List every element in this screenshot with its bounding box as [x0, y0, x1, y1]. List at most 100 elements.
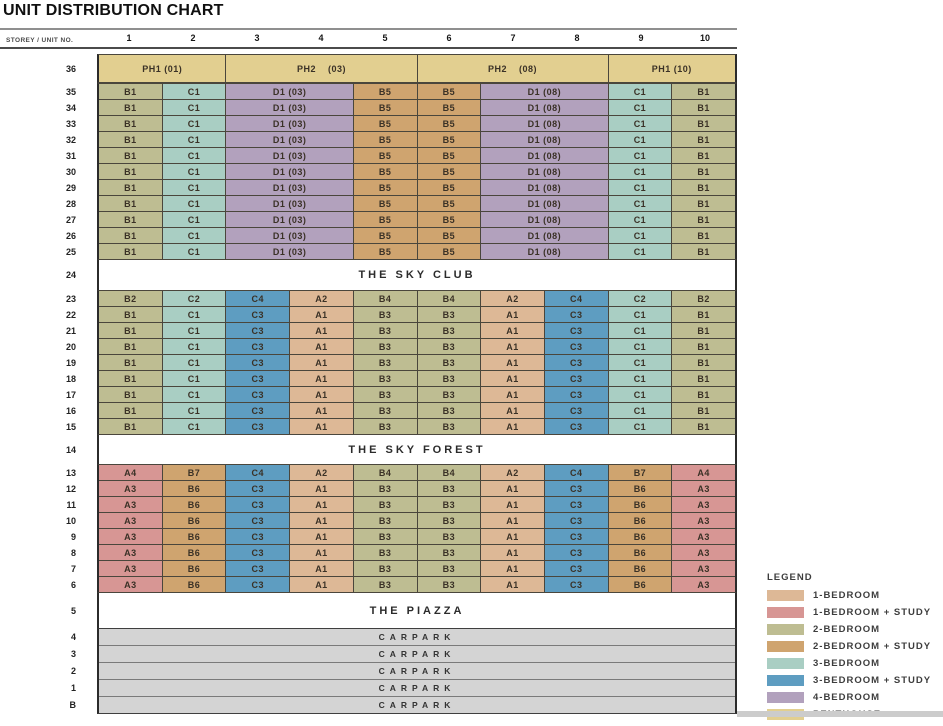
unit-cell-d1: D1 (03): [226, 244, 353, 259]
unit-cell-a3: A3: [672, 513, 735, 528]
unit-cell-b1: B1: [672, 180, 735, 195]
unit-cell-b3: B3: [417, 371, 481, 386]
unit-cell-c3: C3: [544, 339, 608, 354]
unit-cell-label: B5: [378, 134, 392, 145]
unit-cell-b1: B1: [99, 180, 162, 195]
unit-cell-b1: B1: [672, 244, 735, 259]
unit-cell-label: B1: [124, 166, 137, 177]
unit-cell-b4: B4: [417, 465, 481, 480]
unit-cell-b5: B5: [353, 164, 417, 179]
unit-cell-label: B1: [697, 230, 710, 241]
unit-cell-a1: A1: [290, 513, 353, 528]
unit-cell-label: B5: [378, 246, 392, 257]
chart-section: 14 THE SKY FOREST: [0, 435, 737, 464]
unit-cell-c1: C1: [608, 403, 672, 418]
unit-cell-b6: B6: [162, 497, 226, 512]
unit-cell-label: C1: [633, 102, 647, 113]
unit-cell-a1: A1: [481, 355, 544, 370]
unit-cell-label: C1: [633, 198, 647, 209]
unit-cell-label: B1: [124, 86, 137, 97]
storey-label: 24: [65, 270, 76, 280]
unit-cell-label: C3: [251, 325, 264, 336]
unit-cell-label: C3: [251, 309, 264, 320]
unit-cell-c1: C1: [608, 323, 672, 338]
unit-cell-label: C1: [633, 309, 647, 320]
unit-cell-label: C3: [251, 531, 264, 542]
unit-cell-b1: B1: [99, 371, 162, 386]
unit-cell-label: B5: [442, 198, 456, 209]
unit-cell-d1: D1 (08): [481, 116, 608, 131]
unit-cell-b1: B1: [99, 307, 162, 322]
unit-cell-b1: B1: [672, 323, 735, 338]
unit-cell-label: D1 (03): [272, 134, 307, 145]
unit-cell-label: D1 (08): [527, 214, 562, 225]
unit-cell-label: A1: [315, 547, 328, 558]
storey-column: 4 3 2 1 B: [0, 628, 97, 714]
storey-label: 21: [65, 325, 76, 336]
unit-cell-label: A3: [697, 499, 710, 510]
unit-cell-c3: C3: [226, 355, 290, 370]
unit-cell-label: C1: [633, 230, 647, 241]
unit-cell-label: B1: [124, 246, 137, 257]
storey-label: 20: [65, 341, 76, 352]
unit-cell-label: A3: [697, 547, 710, 558]
unit-cell-b6: B6: [162, 577, 226, 592]
unit-cell-b3: B3: [353, 497, 417, 512]
storey-label: 12: [65, 483, 76, 494]
unit-cell-a1: A1: [290, 419, 353, 434]
unit-cell-b1: B1: [672, 307, 735, 322]
unit-cell-label: C1: [187, 357, 201, 368]
storey-label: 27: [65, 214, 76, 225]
storey-column: 24: [0, 260, 97, 290]
unit-cell-c1: C1: [162, 132, 226, 147]
unit-cell-label: B1: [124, 373, 137, 384]
unit-cell-label: C3: [569, 547, 583, 558]
unit-cell-b3: B3: [353, 339, 417, 354]
unit-cell-label: D1 (03): [272, 230, 307, 241]
unit-cell-c3: C3: [544, 355, 608, 370]
unit-cell-label: B1: [697, 166, 710, 177]
unit-cell-d1: D1 (03): [226, 84, 353, 99]
unit-cell-label: D1 (08): [527, 198, 562, 209]
unit-cell-label: C3: [569, 421, 583, 432]
unit-cell-label: A3: [124, 531, 137, 542]
unit-cell-c3: C3: [226, 545, 290, 560]
unit-cell-a1: A1: [290, 545, 353, 560]
unit-cell-label: B5: [378, 118, 392, 129]
unit-cell-b1: B1: [99, 196, 162, 211]
unit-cell-b6: B6: [162, 513, 226, 528]
unit-cell-a1: A1: [290, 529, 353, 544]
unit-cell-c3: C3: [226, 529, 290, 544]
unit-cell-label: B6: [633, 499, 647, 510]
unit-cell-d1: D1 (03): [226, 132, 353, 147]
unit-cell-label: B1: [697, 405, 710, 416]
unit-cell-label: B1: [697, 86, 710, 97]
unit-cell-label: B1: [697, 325, 710, 336]
unit-cell-label: D1 (08): [527, 246, 562, 257]
unit-cell-label: B1: [124, 389, 137, 400]
unit-cell-label: B1: [697, 341, 710, 352]
unit-cell-a1: A1: [481, 561, 544, 576]
unit-cell-a1: A1: [290, 403, 353, 418]
unit-cell-label: A1: [506, 515, 519, 526]
page-title: UNIT DISTRIBUTION CHART: [3, 2, 224, 19]
unit-cell-label: C1: [633, 373, 647, 384]
unit-cell-label: C1: [633, 150, 647, 161]
unit-cell-b5: B5: [353, 148, 417, 163]
unit-cell-c4: C4: [226, 291, 290, 306]
unit-cell-c1: C1: [608, 244, 672, 259]
unit-cell-label: B3: [442, 483, 456, 494]
unit-cell-c4: C4: [544, 465, 608, 480]
storey-label: 1: [70, 683, 76, 693]
unit-cell-label: C1: [633, 214, 647, 225]
storey-label: 9: [70, 531, 76, 542]
unit-cell-c3: C3: [544, 529, 608, 544]
legend-item: 4-BEDROOM: [767, 692, 931, 703]
unit-cell-label: B4: [378, 293, 392, 304]
unit-cell-c3: C3: [226, 577, 290, 592]
unit-cell-b3: B3: [417, 497, 481, 512]
unit-cell-b6: B6: [162, 529, 226, 544]
unit-cell-b1: B1: [99, 403, 162, 418]
unit-cell-b3: B3: [353, 561, 417, 576]
legend-item: 2-BEDROOM + STUDY: [767, 641, 931, 652]
